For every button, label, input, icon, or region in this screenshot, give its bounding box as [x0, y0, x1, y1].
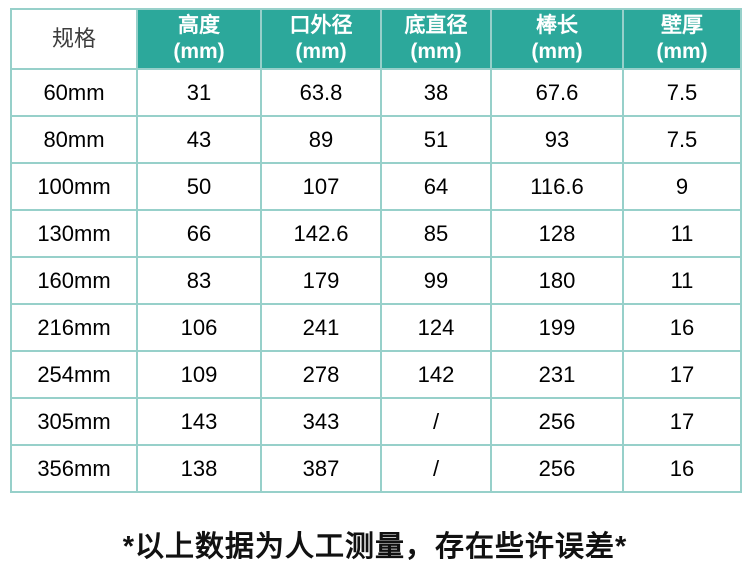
- value-cell: 16: [622, 303, 742, 352]
- header-cell-height: 高度 (mm): [136, 8, 262, 70]
- value-cell: 43: [136, 115, 262, 164]
- value-cell: 124: [380, 303, 492, 352]
- header-label: 规格: [51, 26, 96, 52]
- spec-cell: 100mm: [10, 162, 138, 211]
- value-cell: 85: [380, 209, 492, 258]
- spec-cell: 254mm: [10, 350, 138, 399]
- spec-cell: 60mm: [10, 68, 138, 117]
- value-cell: 99: [380, 256, 492, 305]
- table-row: 254mm 109 278 142 231 17: [10, 350, 742, 399]
- value-cell: 50: [136, 162, 262, 211]
- header-row: 规格 高度 (mm) 口外径 (mm) 底直径 (mm): [10, 8, 742, 70]
- value-cell: 128: [490, 209, 624, 258]
- value-cell: 138: [136, 444, 262, 493]
- spec-cell: 216mm: [10, 303, 138, 352]
- header-cell-base-diameter: 底直径 (mm): [380, 8, 492, 70]
- value-cell: 11: [622, 209, 742, 258]
- header-label: 高度: [178, 13, 220, 37]
- value-cell: 7.5: [622, 115, 742, 164]
- value-cell: 231: [490, 350, 624, 399]
- value-cell: /: [380, 444, 492, 493]
- value-cell: 256: [490, 397, 624, 446]
- header-label: 底直径: [404, 13, 468, 37]
- header-unit: (mm): [295, 40, 347, 63]
- value-cell: 179: [260, 256, 382, 305]
- spec-cell: 356mm: [10, 444, 138, 493]
- header-unit: (mm): [173, 40, 225, 63]
- footnote: *以上数据为人工测量，存在些许误差*: [122, 531, 628, 563]
- table-row: 60mm 31 63.8 38 67.6 7.5: [10, 68, 742, 117]
- value-cell: 16: [622, 444, 742, 493]
- value-cell: 343: [260, 397, 382, 446]
- value-cell: 143: [136, 397, 262, 446]
- value-cell: 66: [136, 209, 262, 258]
- value-cell: 63.8: [260, 68, 382, 117]
- value-cell: 83: [136, 256, 262, 305]
- table-row: 160mm 83 179 99 180 11: [10, 256, 742, 305]
- value-cell: 180: [490, 256, 624, 305]
- value-cell: 51: [380, 115, 492, 164]
- value-cell: 107: [260, 162, 382, 211]
- header-cell-mouth-outer-diameter: 口外径 (mm): [260, 8, 382, 70]
- value-cell: 109: [136, 350, 262, 399]
- header-label: 棒长: [536, 13, 578, 37]
- header-cell-spec: 规格: [10, 8, 138, 70]
- spec-cell: 305mm: [10, 397, 138, 446]
- header-label: 口外径: [289, 13, 353, 37]
- header-unit: (mm): [531, 40, 583, 63]
- value-cell: 241: [260, 303, 382, 352]
- value-cell: 387: [260, 444, 382, 493]
- spec-cell: 80mm: [10, 115, 138, 164]
- value-cell: 89: [260, 115, 382, 164]
- table-row: 216mm 106 241 124 199 16: [10, 303, 742, 352]
- table-row: 305mm 143 343/256 17: [10, 397, 742, 446]
- table-row: 130mm 66 142.6 85 128 11: [10, 209, 742, 258]
- table-row: 100mm 50 107 64 116.6 9: [10, 162, 742, 211]
- header-unit: (mm): [410, 40, 462, 63]
- value-cell: 93: [490, 115, 624, 164]
- table-body: 60mm 31 63.8 38 67.6 7.5 80mm 43 89 51 93 7.5 100mm 5…: [10, 68, 742, 493]
- value-cell: 17: [622, 397, 742, 446]
- value-cell: 142.6: [260, 209, 382, 258]
- spec-cell: 130mm: [10, 209, 138, 258]
- value-cell: 142: [380, 350, 492, 399]
- value-cell: 256: [490, 444, 624, 493]
- value-cell: 116.6: [490, 162, 624, 211]
- value-cell: 67.6: [490, 68, 624, 117]
- spec-cell: 160mm: [10, 256, 138, 305]
- value-cell: 199: [490, 303, 624, 352]
- value-cell: 38: [380, 68, 492, 117]
- spec-table: 规格 高度 (mm) 口外径 (mm) 底直径 (mm): [10, 8, 742, 493]
- value-cell: 64: [380, 162, 492, 211]
- table-wrap: 规格 高度 (mm) 口外径 (mm) 底直径 (mm): [0, 8, 750, 493]
- value-cell: 11: [622, 256, 742, 305]
- table-row: 80mm 43 89 51 93 7.5: [10, 115, 742, 164]
- header-cell-wall-thickness: 壁厚 (mm): [622, 8, 742, 70]
- value-cell: 278: [260, 350, 382, 399]
- table-header: 规格 高度 (mm) 口外径 (mm) 底直径 (mm): [10, 8, 742, 70]
- header-cell-rod-length: 棒长 (mm): [490, 8, 624, 70]
- value-cell: /: [380, 397, 492, 446]
- header-unit: (mm): [656, 40, 708, 63]
- value-cell: 17: [622, 350, 742, 399]
- value-cell: 106: [136, 303, 262, 352]
- value-cell: 7.5: [622, 68, 742, 117]
- header-label: 壁厚: [661, 13, 703, 37]
- value-cell: 31: [136, 68, 262, 117]
- table-row: 356mm 138 387/256 16: [10, 444, 742, 493]
- value-cell: 9: [622, 162, 742, 211]
